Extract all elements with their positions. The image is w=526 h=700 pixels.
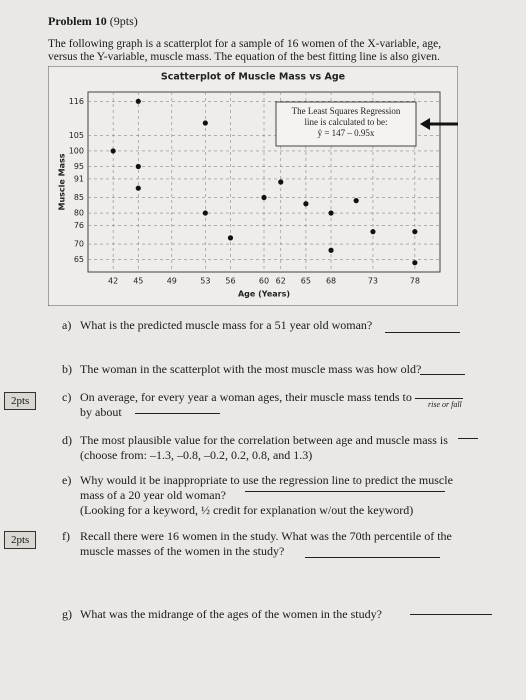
title: Problem 10 (48, 14, 107, 28)
y-tick-label: 91 (74, 174, 84, 183)
y-tick-label: 100 (69, 146, 84, 155)
point (135, 185, 141, 191)
y-tick-label: 95 (74, 162, 84, 171)
answer-blank (410, 614, 492, 615)
intro-line: versus the Y-variable, muscle mass. The … (48, 51, 440, 63)
y-tick-label: 70 (74, 240, 84, 249)
y-tick-label: 116 (69, 97, 84, 106)
point (370, 229, 376, 235)
point (328, 210, 334, 216)
chart: Scatterplot of Muscle Mass vs Age 116 105 1… (48, 66, 458, 306)
answer-blank (385, 332, 460, 333)
intro-line: The following graph is a scatterplot for… (48, 38, 442, 50)
chart-title: Scatterplot of Muscle Mass vs Age (161, 72, 345, 83)
x-tick-label: 78 (410, 277, 420, 286)
question-text: The most plausible value for the correla… (80, 433, 448, 447)
x-tick-label: 68 (326, 277, 336, 286)
points: (9pts) (109, 14, 138, 28)
y-tick-label: 105 (69, 131, 84, 140)
x-tick-label: 60 (259, 277, 269, 286)
arrow-head (420, 118, 430, 130)
point (303, 201, 309, 207)
annotation-text: ŷ = 147 – 0.95x (318, 128, 375, 138)
question-text: by about (80, 405, 122, 419)
x-axis-label: Age (Years) (238, 290, 290, 299)
question-text: The woman in the scatterplot with the mo… (80, 362, 422, 376)
question-text: Recall there were 16 women in the study.… (80, 529, 452, 543)
question-label: b) (62, 362, 72, 376)
point (202, 210, 208, 216)
y-axis-label: Muscle Mass (58, 153, 67, 210)
y-tick-label: 80 (74, 209, 84, 218)
question-text: (choose from: –1.3, –0.8, –0.2, 0.2, 0.8… (80, 448, 313, 462)
answer-blank (135, 413, 220, 414)
point (261, 194, 267, 201)
question-text: muscle masses of the women in the study? (80, 544, 285, 558)
question-label: d) (62, 433, 72, 447)
answer-blank (245, 491, 445, 492)
point (202, 120, 208, 126)
x-tick-label: 56 (225, 277, 235, 286)
annotation-box (275, 101, 417, 147)
question-label: g) (62, 607, 72, 621)
point (412, 229, 418, 235)
x-tick-label: 73 (368, 277, 378, 286)
question-text: What is the predicted muscle mass for a … (80, 318, 373, 332)
point (412, 260, 418, 266)
x-tick-label: 42 (108, 277, 118, 286)
answer-blank (415, 398, 463, 399)
y-tick-label: 65 (74, 255, 84, 264)
question-label: c) (62, 390, 72, 404)
question-text: What was the midrange of the ages of the… (80, 607, 382, 621)
annotation-text: The Least Squares Regression (292, 106, 401, 116)
x-tick-label: 53 (200, 277, 210, 286)
points-badge: 2pts (4, 392, 37, 410)
point (110, 148, 116, 154)
answer-blank (305, 557, 440, 558)
x-tick-label: 62 (276, 277, 286, 286)
question-label: f) (62, 529, 70, 543)
question-label: a) (62, 318, 72, 332)
x-tick-label: 65 (301, 277, 311, 286)
question-text: Why would it be inappropriate to use the… (80, 473, 453, 487)
problem-title: Problem 10 (9pts) (48, 14, 138, 29)
y-tick-label: 85 (74, 193, 84, 202)
answer-blank (458, 438, 478, 439)
points-badge: 2pts (4, 531, 37, 549)
point (278, 179, 284, 185)
point (328, 247, 334, 253)
question-text: On average, for every year a woman ages,… (80, 390, 412, 404)
x-tick-label: 45 (133, 277, 143, 286)
point (227, 235, 234, 241)
x-tick-label: 49 (167, 277, 177, 286)
y-tick-label: 76 (74, 221, 84, 230)
question-text: (Looking for a keyword, ½ credit for exp… (80, 503, 414, 517)
point (135, 163, 141, 170)
note: rise or fall (428, 400, 462, 409)
question-text: mass of a 20 year old woman? (80, 488, 226, 502)
point (353, 198, 359, 204)
answer-blank (420, 374, 465, 375)
annotation-text: line is calculated to be: (305, 117, 388, 127)
question-label: e) (62, 473, 72, 487)
point (135, 98, 141, 104)
